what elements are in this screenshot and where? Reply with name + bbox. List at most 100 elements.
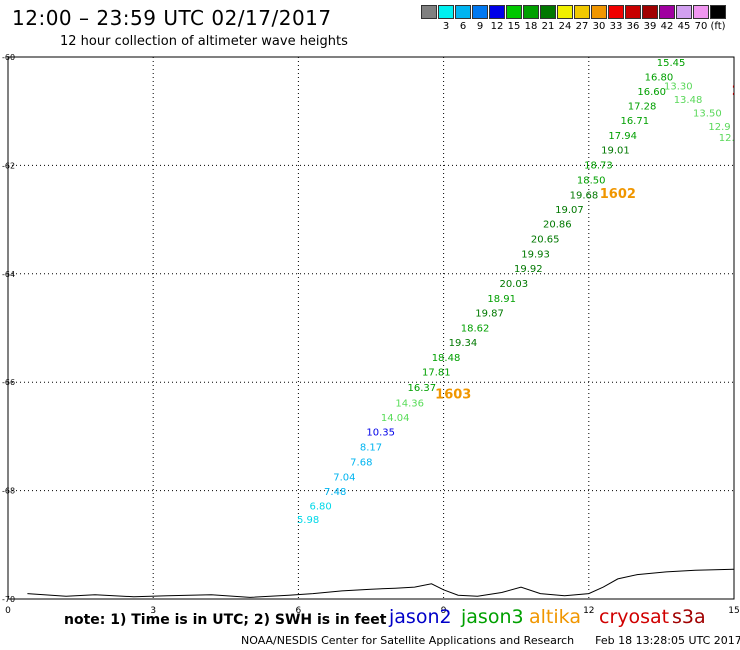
swh-label-ascending: 19.68 (570, 190, 599, 201)
legend-swatch (489, 5, 505, 19)
swh-label-ascending: 19.92 (514, 264, 543, 275)
swh-label-ascending: 15.45 (657, 58, 686, 69)
swh-label-ascending: 14.36 (395, 399, 424, 410)
legend-swatch (659, 5, 675, 19)
legend-tick-label: 70 (694, 21, 708, 32)
legend-tick-label: 12 (490, 21, 504, 32)
swh-label-ascending: 7.68 (350, 458, 372, 469)
legend-tick-label: 15 (507, 21, 521, 32)
swh-label-ascending: 17.94 (608, 131, 637, 142)
swh-label-ascending: 19.87 (475, 309, 504, 320)
legend-swatch (710, 5, 726, 19)
pass-time-label: 1603 (435, 387, 471, 402)
satellite-legend-altika: altika (529, 606, 581, 628)
footer-credit: NOAA/NESDIS Center for Satellite Applica… (241, 634, 740, 647)
swh-label-ascending: 18.50 (577, 175, 606, 186)
legend-swatch (676, 5, 692, 19)
satellite-legend-cryosat: cryosat (599, 606, 670, 628)
swh-label-ascending: 16.60 (637, 87, 666, 98)
swh-label-cryosat: 13.30 (664, 82, 693, 93)
swh-label-cryosat: 13.50 (693, 109, 722, 120)
swh-label-ascending: 19.34 (449, 338, 478, 349)
x-tick-label: 3 (150, 606, 156, 616)
swh-label-ascending: 16.80 (645, 72, 674, 83)
legend-tick-label: (ft) (710, 21, 726, 32)
legend-swatch (438, 5, 454, 19)
satellite-legend-jason3: jason3 (461, 606, 524, 628)
pass-time-label: 1602 (600, 187, 636, 202)
swh-label-ascending: 16.71 (620, 116, 649, 127)
generated-timestamp: Feb 18 13:28:05 UTC 2017 (595, 634, 740, 647)
legend-tick-label: 30 (592, 21, 606, 32)
legend-tick-label: 3 (442, 21, 450, 32)
legend-swatch (625, 5, 641, 19)
legend-swatch (540, 5, 556, 19)
legend-swatch (472, 5, 488, 19)
y-tick-label: -64 (2, 270, 15, 279)
swh-label-ascending: 18.73 (584, 161, 613, 172)
swh-label-ascending: 16.37 (407, 383, 436, 394)
legend-tick-label: 36 (626, 21, 640, 32)
satellite-legend-s3a: s3a (672, 606, 706, 628)
swh-label-ascending: 18.91 (487, 294, 516, 305)
swh-label-cryosat: 12. (719, 133, 735, 144)
plot-content: 1514.15.3814.8914.8614.5014.8714.9515.20… (27, 25, 740, 598)
swh-label-ascending: 19.93 (521, 250, 550, 261)
swh-label-ascending: 16.32 (669, 44, 698, 55)
swh-label-ascending: 19.07 (555, 205, 584, 216)
satellite-legend-jason2: jason2 (389, 606, 452, 628)
y-tick-label: -60 (2, 53, 15, 62)
swh-label-ascending: 10.35 (366, 427, 395, 438)
y-tick-label: -70 (2, 595, 15, 604)
legend-tick-label: 21 (541, 21, 555, 32)
swh-label-ascending: 14.04 (381, 413, 410, 424)
legend-swatch (523, 5, 539, 19)
swh-label-cryosat: 13.48 (674, 95, 703, 106)
legend-tick-label: 9 (476, 21, 484, 32)
legend-swatch (455, 5, 471, 19)
x-tick-label: 0 (5, 606, 11, 616)
legend-swatch (506, 5, 522, 19)
x-tick-label: 15 (728, 606, 739, 616)
legend-swatch (557, 5, 573, 19)
x-tick-label: 9 (441, 606, 447, 616)
legend-tick-label: 39 (643, 21, 657, 32)
swh-label-ascending: 20.86 (543, 220, 572, 231)
swh-label-ascending: 19.01 (601, 145, 630, 156)
legend-tick-label: 24 (558, 21, 572, 32)
legend-tick-label: 27 (575, 21, 589, 32)
swh-label-ascending: 18.48 (432, 353, 461, 364)
legend-swatch (608, 5, 624, 19)
x-tick-label: 12 (583, 606, 594, 616)
x-tick-label: 6 (296, 606, 302, 616)
y-tick-label: -66 (2, 378, 15, 387)
legend-swatch (591, 5, 607, 19)
legend-tick-label: 45 (677, 21, 691, 32)
legend-swatch (421, 5, 437, 19)
page-title: 12:00 – 23:59 UTC 02/17/2017 (12, 6, 332, 30)
swh-label-ascending: 16.57 (662, 25, 691, 36)
swh-label-ascending: 6.80 (310, 502, 332, 513)
legend-swatch (642, 5, 658, 19)
swh-label-cryosat: 12.9 (708, 122, 730, 133)
swh-label-ascending: 7.48 (324, 487, 346, 498)
swh-label-ascending: 8.17 (360, 442, 382, 453)
page-subtitle: 12 hour collection of altimeter wave hei… (60, 34, 348, 49)
swh-label-ascending: 17.28 (628, 102, 657, 113)
legend-swatch (574, 5, 590, 19)
units-note: note: 1) Time is in UTC; 2) SWH is in fe… (64, 612, 387, 628)
plot-frame (7, 56, 735, 600)
y-tick-label: -62 (2, 161, 15, 170)
swh-label-ascending: 20.65 (531, 234, 560, 245)
legend-tick-label: 33 (609, 21, 623, 32)
legend-tick-label: 6 (459, 21, 467, 32)
swh-label-ascending: 20.03 (499, 279, 528, 290)
swh-label-ascending: 18.62 (461, 323, 490, 334)
swh-label-ascending: 7.04 (333, 472, 355, 483)
pass-time-label: 2 (732, 84, 740, 99)
legend-tick-label: 18 (524, 21, 538, 32)
legend-swatch (693, 5, 709, 19)
coastline (27, 568, 734, 598)
swh-label-ascending: 17.81 (422, 368, 451, 379)
